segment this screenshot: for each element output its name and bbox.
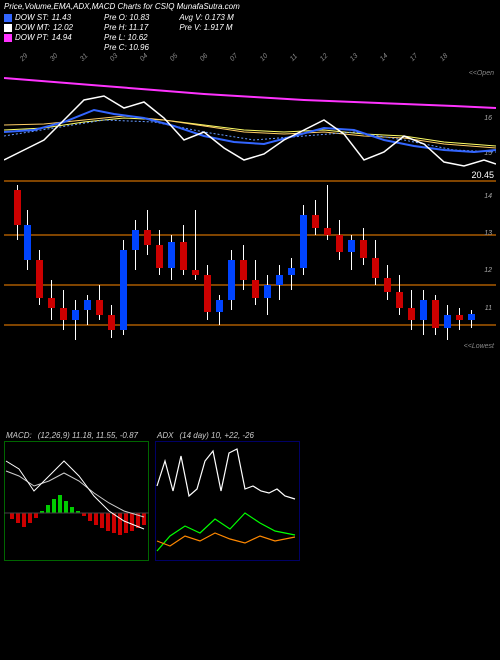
legend-item: DOW PT: 14.94 xyxy=(4,33,104,42)
stat-item: Pre H: 11.17 xyxy=(104,23,149,32)
date-tick: 13 xyxy=(349,52,359,62)
date-axis: 293031030405060710111213141718 xyxy=(4,56,500,70)
stat-item: Pre L: 10.62 xyxy=(104,33,149,42)
stat-item: Pre O: 10.83 xyxy=(104,13,149,22)
date-tick: 29 xyxy=(19,52,29,62)
swatch xyxy=(4,34,12,42)
indicators-row: MACD: (12,26,9) 11.18, 11.55, -0.87 ADX … xyxy=(0,430,500,561)
svg-text:14: 14 xyxy=(484,193,492,200)
legend-item: DOW ST: 11.43 xyxy=(4,13,104,22)
date-tick: 14 xyxy=(379,52,389,62)
stat-item: Pre C: 10.96 xyxy=(104,43,149,52)
ohlc-col: Pre O: 10.83Pre H: 11.17Pre L: 10.62Pre … xyxy=(104,13,149,52)
date-tick: 03 xyxy=(109,52,119,62)
svg-text:13: 13 xyxy=(484,230,492,237)
date-tick: 18 xyxy=(439,52,449,62)
info-row: DOW ST: 11.43DOW MT: 12.02DOW PT: 14.94 … xyxy=(0,13,500,52)
macd-params: (12,26,9) 11.18, 11.55, -0.87 xyxy=(38,431,138,440)
adx-params: (14 day) 10, +22, -26 xyxy=(179,431,254,440)
swatch xyxy=(4,14,12,22)
adx-label: ADX xyxy=(157,431,173,440)
date-tick: 04 xyxy=(139,52,149,62)
date-tick: 06 xyxy=(199,52,209,62)
stat-item: Avg V: 0.173 M xyxy=(179,13,233,22)
legend-label: DOW MT: xyxy=(15,23,50,32)
date-tick: 31 xyxy=(79,52,89,62)
adx-panel: ADX (14 day) 10, +22, -26 xyxy=(155,430,300,561)
legend-label: DOW ST: xyxy=(15,13,49,22)
stat-item: Pre V: 1.917 M xyxy=(179,23,233,32)
legend: DOW ST: 11.43DOW MT: 12.02DOW PT: 14.94 xyxy=(4,13,104,52)
legend-value: 14.94 xyxy=(52,33,72,42)
macd-panel: MACD: (12,26,9) 11.18, 11.55, -0.87 xyxy=(4,430,149,561)
date-tick: 30 xyxy=(49,52,59,62)
date-tick: 07 xyxy=(229,52,239,62)
swatch xyxy=(4,24,12,32)
date-tick: 17 xyxy=(409,52,419,62)
open-label: <<Open xyxy=(469,70,494,77)
date-tick: 11 xyxy=(289,53,299,63)
price-chart: 20.45 14131211 <<Lowest xyxy=(4,180,496,350)
date-tick: 10 xyxy=(259,52,269,62)
page-title: Price,Volume,EMA,ADX,MACD Charts for CSI… xyxy=(0,0,500,13)
legend-value: 12.02 xyxy=(53,23,73,32)
lowest-label: <<Lowest xyxy=(464,343,494,350)
legend-item: DOW MT: 12.02 xyxy=(4,23,104,32)
svg-text:16: 16 xyxy=(484,115,492,122)
vol-col: Avg V: 0.173 MPre V: 1.917 M xyxy=(179,13,233,52)
svg-text:12: 12 xyxy=(484,267,492,274)
date-tick: 05 xyxy=(169,52,179,62)
svg-text:11: 11 xyxy=(485,305,492,312)
price-top-value: 20.45 xyxy=(471,170,494,180)
legend-label: DOW PT: xyxy=(15,33,49,42)
legend-value: 11.43 xyxy=(52,13,71,22)
macd-label: MACD: xyxy=(6,431,32,440)
date-tick: 12 xyxy=(319,52,329,62)
upper-chart: <<Open 1615 xyxy=(4,70,496,180)
